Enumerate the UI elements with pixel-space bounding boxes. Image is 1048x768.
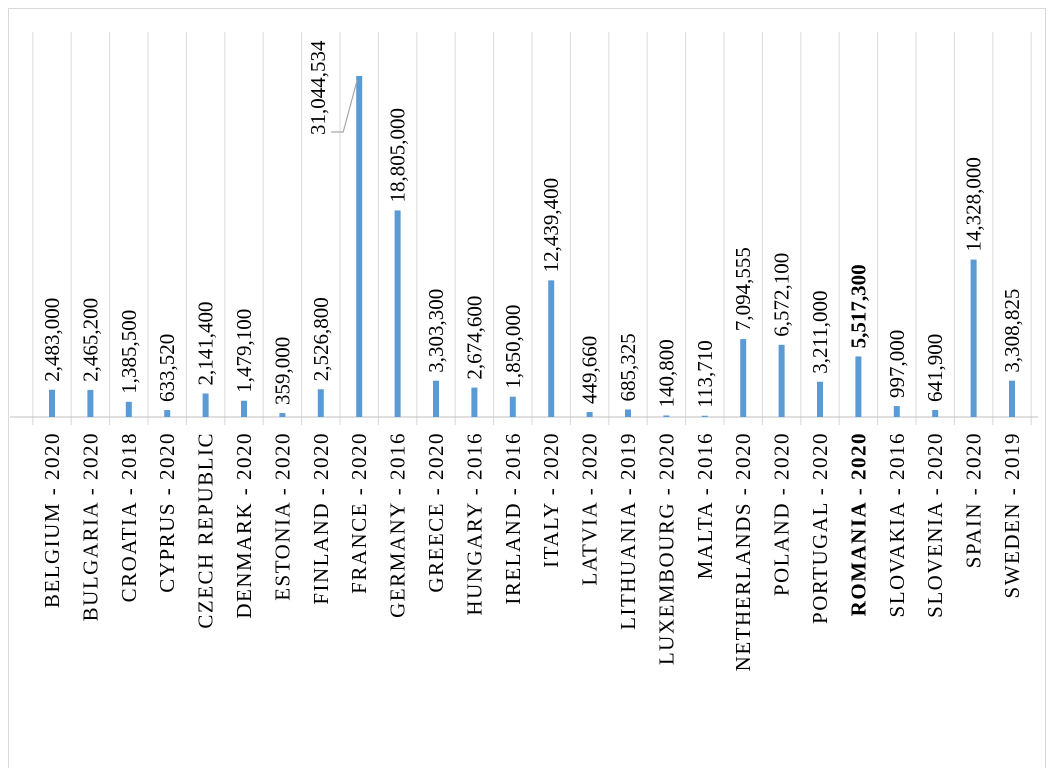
x-tick-label: ESTONIA - 2020 <box>270 432 294 601</box>
x-tick-label: FRANCE - 2020 <box>347 432 371 594</box>
chart-frame <box>8 8 1046 768</box>
bar <box>932 409 939 417</box>
data-label: 3,211,000 <box>808 290 832 373</box>
data-label: 3,303,300 <box>424 289 448 373</box>
bar <box>970 259 977 417</box>
data-label: 140,800 <box>654 339 678 407</box>
bar <box>701 415 708 417</box>
bar <box>241 400 247 417</box>
data-label: 1,850,000 <box>501 305 525 389</box>
bar <box>125 401 132 417</box>
data-label: 6,572,100 <box>770 253 794 337</box>
bar <box>87 389 94 417</box>
bar <box>433 380 439 417</box>
x-tick-label: LITHUANIA - 2019 <box>616 432 640 630</box>
bar <box>778 344 785 417</box>
data-label: 2,674,600 <box>462 296 486 380</box>
x-tick-label: LATVIA - 2020 <box>578 432 602 586</box>
leader-line <box>331 79 358 133</box>
data-label: 3,308,825 <box>1000 289 1024 373</box>
data-label: 7,094,555 <box>731 247 755 331</box>
x-tick-label: BELGIUM - 2020 <box>40 432 64 608</box>
data-label: 1,385,500 <box>117 310 141 394</box>
x-tick-label: MALTA - 2016 <box>693 432 717 579</box>
x-tick-label: SLOVAKIA - 2016 <box>885 432 909 617</box>
bar <box>202 393 209 417</box>
x-tick-label: IRELAND - 2016 <box>501 432 525 605</box>
data-label: 449,660 <box>578 336 602 404</box>
x-tick-label: POLAND - 2020 <box>770 432 794 596</box>
data-label: 113,710 <box>693 340 717 407</box>
data-label: 31,044,534 <box>306 40 330 135</box>
x-tick-label: CYPRUS - 2020 <box>155 432 179 593</box>
bar <box>49 389 55 417</box>
data-label: 2,141,400 <box>194 301 218 385</box>
data-label: 14,328,000 <box>962 157 986 252</box>
data-label: 2,483,000 <box>40 298 64 382</box>
x-tick-label: GREECE - 2020 <box>424 432 448 593</box>
x-tick-label: HUNGARY - 2016 <box>462 432 486 616</box>
x-tick-label: SWEDEN - 2019 <box>1000 432 1024 598</box>
bar <box>625 409 631 417</box>
x-tick-label: CROATIA - 2018 <box>117 432 141 602</box>
bar <box>740 339 747 417</box>
x-tick-label: CZECH REPUBLIC <box>194 432 218 629</box>
bar <box>586 412 593 417</box>
x-tick-label: PORTUGAL - 2020 <box>808 432 832 624</box>
data-label: 18,805,000 <box>386 108 410 203</box>
bar <box>893 406 900 417</box>
bar <box>817 381 823 417</box>
bar <box>164 410 171 417</box>
data-label: 2,465,200 <box>78 298 102 382</box>
bar <box>394 210 401 417</box>
x-tick-label: DENMARK - 2020 <box>232 432 256 619</box>
bar <box>509 396 516 417</box>
x-tick-label: SPAIN - 2020 <box>962 432 986 568</box>
bar <box>663 415 670 417</box>
bar <box>471 387 478 417</box>
x-tick-label: ITALY - 2020 <box>539 432 563 568</box>
bar <box>279 413 286 417</box>
data-label: 5,517,300 <box>846 264 870 348</box>
x-tick-label: NETHERLANDS - 2020 <box>731 432 755 671</box>
bar <box>317 389 324 417</box>
data-label: 1,479,100 <box>232 309 256 393</box>
x-tick-label: LUXEMBOURG - 2020 <box>654 432 678 665</box>
data-label: 685,325 <box>616 333 640 401</box>
bar <box>855 356 862 417</box>
bar <box>356 76 363 417</box>
x-tick-label: FINLAND - 2020 <box>309 432 333 605</box>
data-label: 359,000 <box>270 337 294 405</box>
x-tick-label: SLOVENIA - 2020 <box>923 432 947 618</box>
x-tick-label: ROMANIA - 2020 <box>846 432 870 616</box>
data-label: 633,520 <box>155 334 179 402</box>
data-label: 2,526,800 <box>309 297 333 381</box>
data-label: 997,000 <box>885 330 909 398</box>
x-tick-label: GERMANY - 2016 <box>386 432 410 618</box>
x-tick-label: BULGARIA - 2020 <box>78 432 102 621</box>
data-label: 641,900 <box>923 334 947 402</box>
bar <box>1009 380 1015 417</box>
bar <box>548 280 555 417</box>
data-label: 12,439,400 <box>539 178 563 273</box>
